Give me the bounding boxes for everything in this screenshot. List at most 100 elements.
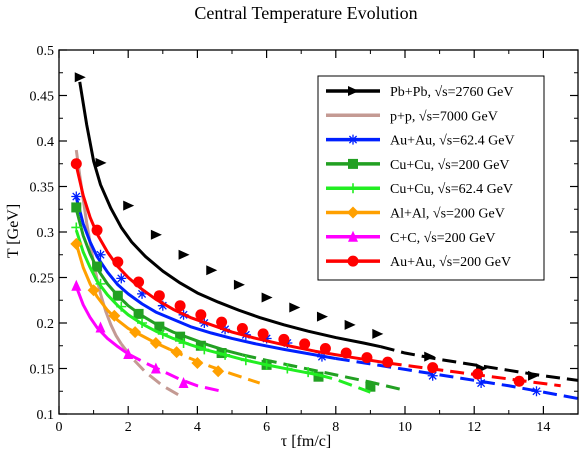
legend-label-7: C+C, √s=200 GeV bbox=[390, 231, 496, 246]
series-5-point bbox=[199, 344, 210, 355]
legend-label-8: Au+Au, √s=200 GeV bbox=[390, 255, 511, 270]
series-7-dashed-line bbox=[127, 352, 222, 393]
series-3-point bbox=[261, 333, 272, 344]
legend-marker-4 bbox=[348, 158, 358, 169]
y-tick-label: 0.25 bbox=[30, 272, 55, 287]
series-1-point bbox=[344, 319, 356, 330]
plot-area bbox=[70, 72, 578, 401]
y-tick-label: 0.5 bbox=[37, 44, 55, 59]
series-1-point bbox=[178, 249, 190, 260]
series-5-point bbox=[137, 318, 148, 328]
series-1-point bbox=[424, 351, 436, 362]
legend-marker-1 bbox=[348, 86, 359, 96]
series-8-point bbox=[299, 338, 311, 350]
series-1-point bbox=[316, 311, 328, 322]
y-axis-title: T [GeV] bbox=[5, 204, 22, 258]
series-6-point bbox=[70, 237, 83, 250]
series-3-point bbox=[71, 191, 82, 202]
legend-label-2: p+p, √s=7000 GeV bbox=[390, 109, 498, 124]
x-tick-label: 12 bbox=[467, 420, 481, 435]
series-6 bbox=[70, 237, 261, 385]
legend-label-5: Cu+Cu, √s=62.4 GeV bbox=[390, 182, 513, 197]
axes: 0 2 4 6 8 10 12 14 0.1 0.15 0.2 0.25 0.3 0.35 0.4 0.45 0… bbox=[30, 44, 579, 435]
legend: Pb+Pb, √s=2760 GeV p+p, √s=7000 GeV Au+Au,… bbox=[317, 75, 545, 281]
series-5-point bbox=[95, 278, 106, 289]
series-1-point bbox=[261, 292, 273, 303]
series-5-point bbox=[178, 338, 189, 349]
series-5-point bbox=[157, 328, 168, 339]
series-7 bbox=[71, 279, 222, 393]
series-8-point bbox=[195, 309, 207, 321]
series-8-point bbox=[361, 352, 373, 364]
series-6-dashed-line bbox=[169, 348, 261, 385]
legend-marker-5 bbox=[348, 183, 358, 194]
series-1 bbox=[74, 72, 578, 382]
series-3-dashed-line bbox=[335, 357, 578, 401]
series-3-solid-line bbox=[74, 197, 337, 360]
series-4-point bbox=[112, 290, 123, 301]
series-8-point bbox=[472, 368, 484, 380]
series-1-point bbox=[289, 302, 301, 313]
x-tick-label: 6 bbox=[263, 420, 270, 435]
series-3-point bbox=[316, 351, 327, 362]
series-7-point bbox=[95, 321, 106, 333]
series-4-point bbox=[365, 381, 376, 392]
series-1-solid-line bbox=[78, 81, 382, 349]
series-3-point bbox=[95, 249, 106, 260]
series-5-point bbox=[116, 301, 127, 312]
legend-marker-6 bbox=[347, 206, 359, 219]
series-group bbox=[70, 72, 578, 401]
series-3-point bbox=[476, 378, 487, 389]
chart-title: Central Temperature Evolution bbox=[194, 3, 417, 23]
series-1-point bbox=[150, 229, 162, 240]
series-8-point bbox=[427, 362, 439, 374]
x-tick-label: 14 bbox=[536, 420, 550, 435]
series-6-point bbox=[149, 337, 162, 350]
series-8-point bbox=[70, 158, 82, 170]
series-5-solid-line bbox=[74, 229, 319, 377]
y-tick-label: 0.45 bbox=[30, 90, 55, 105]
series-8-point bbox=[112, 256, 124, 268]
series-4-point bbox=[195, 340, 206, 351]
series-3-point bbox=[531, 386, 542, 397]
series-4-point bbox=[313, 371, 324, 382]
x-axis-title: τ [fm/c] bbox=[281, 433, 331, 450]
series-4-point bbox=[154, 321, 165, 332]
series-1-point bbox=[206, 265, 218, 276]
x-tick-label: 8 bbox=[332, 420, 339, 435]
series-8-point bbox=[133, 276, 145, 288]
series-4-point bbox=[92, 261, 103, 272]
series-7-point bbox=[150, 362, 161, 374]
series-8 bbox=[70, 158, 561, 388]
series-7-solid-line bbox=[74, 286, 130, 356]
series-4-dashed-line bbox=[242, 353, 406, 392]
series-8-point bbox=[236, 322, 248, 334]
y-tick-label: 0.35 bbox=[30, 181, 55, 196]
series-1-point bbox=[123, 200, 135, 211]
y-tick-label: 0.4 bbox=[37, 135, 55, 150]
x-tick-label: 10 bbox=[398, 420, 412, 435]
x-tick-label: 2 bbox=[125, 420, 132, 435]
series-5-point bbox=[261, 359, 272, 370]
series-8-point bbox=[91, 224, 103, 236]
series-1-point bbox=[233, 279, 245, 290]
series-8-point bbox=[153, 290, 165, 302]
series-3-point bbox=[137, 288, 148, 299]
y-tick-label: 0.15 bbox=[30, 363, 55, 378]
series-5-point bbox=[303, 367, 314, 378]
x-tick-label: 4 bbox=[194, 420, 201, 435]
y-tick-label: 0.3 bbox=[37, 226, 55, 241]
series-8-point bbox=[340, 347, 352, 359]
series-6-point bbox=[170, 346, 183, 359]
series-5-point bbox=[282, 363, 293, 374]
legend-box bbox=[317, 75, 545, 281]
series-6-point bbox=[129, 326, 142, 339]
legend-label-6: Al+Al, √s=200 GeV bbox=[390, 207, 505, 222]
series-8-point bbox=[319, 342, 331, 354]
y-tick-label: 0.2 bbox=[37, 317, 55, 332]
y-tick-label: 0.1 bbox=[37, 408, 55, 423]
series-7-point bbox=[123, 347, 134, 359]
series-3-point bbox=[427, 370, 438, 381]
series-3-point bbox=[157, 300, 168, 311]
